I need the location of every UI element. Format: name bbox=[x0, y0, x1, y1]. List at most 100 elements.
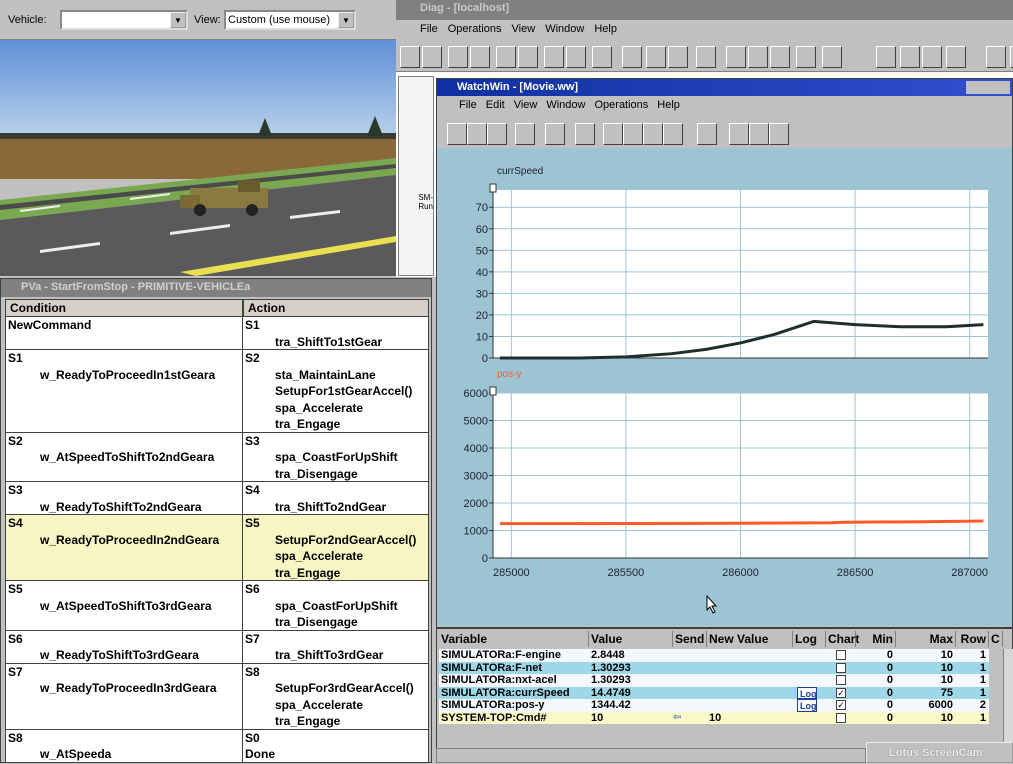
state-label: S1 bbox=[8, 351, 23, 365]
column-header: Action bbox=[243, 299, 429, 317]
tool-button[interactable] bbox=[603, 123, 623, 145]
action-line: sta_MaintainLane bbox=[275, 367, 376, 382]
variable-value: 2.8448 bbox=[591, 649, 625, 661]
tool-button[interactable] bbox=[922, 46, 942, 68]
cursor bbox=[706, 594, 718, 614]
chart-checkbox[interactable]: ​ bbox=[826, 674, 856, 687]
menu-item[interactable]: View bbox=[513, 99, 538, 111]
view-value: Custom (use mouse) bbox=[228, 14, 331, 26]
column-header: Chart bbox=[828, 631, 860, 647]
variable-log[interactable]: Log bbox=[797, 686, 817, 699]
view-select[interactable]: Custom (use mouse) ▼ bbox=[224, 10, 356, 30]
tool-button[interactable] bbox=[946, 46, 966, 68]
tool-button[interactable] bbox=[726, 46, 746, 68]
checkbox[interactable]: ✓ bbox=[836, 700, 846, 710]
taskbar-button[interactable]: Lotus ScreenCam bbox=[866, 742, 1013, 763]
tool-button[interactable] bbox=[422, 46, 442, 68]
side-text: SM- bbox=[418, 193, 433, 202]
chart-checkbox[interactable]: ​ bbox=[826, 662, 856, 675]
tool-button[interactable] bbox=[623, 123, 643, 145]
column-header: C bbox=[989, 631, 1003, 647]
menu-item[interactable]: Window bbox=[546, 99, 586, 111]
menu-item[interactable]: Help bbox=[594, 23, 617, 35]
y-tick-label: 50 bbox=[476, 245, 488, 257]
variable-name: SIMULATORa:F-engine bbox=[441, 649, 561, 661]
axis-handle bbox=[489, 183, 497, 193]
state-label: S3 bbox=[8, 483, 23, 497]
menu-item[interactable]: File bbox=[420, 23, 438, 35]
menu-item[interactable]: Operations bbox=[447, 23, 502, 35]
menu-item[interactable]: Window bbox=[545, 23, 585, 35]
tool-button[interactable] bbox=[643, 123, 663, 145]
chart-checkbox[interactable]: ​ bbox=[826, 649, 856, 662]
window-controls[interactable] bbox=[966, 81, 1010, 94]
chart-checkbox[interactable]: ✓ bbox=[826, 687, 856, 700]
checkbox[interactable]: ✓ bbox=[836, 687, 846, 698]
action-cell: S3 spa_CoastForUpShift tra_Disengage bbox=[243, 432, 429, 482]
chart-checkbox[interactable]: ✓ bbox=[826, 699, 856, 712]
tool-button[interactable] bbox=[487, 123, 507, 145]
action-line: spa_Accelerate bbox=[275, 400, 364, 415]
condition-cell: S4 w_ReadyToProceedIn2ndGeara bbox=[5, 515, 243, 581]
tool-button[interactable] bbox=[622, 46, 642, 68]
menu-item[interactable]: Edit bbox=[485, 99, 505, 111]
send-arrow[interactable]: ⇦ bbox=[673, 711, 682, 723]
row-background bbox=[439, 711, 989, 724]
tool-button[interactable] bbox=[822, 46, 842, 68]
action-line: tra_ShiftTo1stGear bbox=[275, 334, 383, 349]
y-tick-label: 0 bbox=[482, 553, 488, 565]
tool-button[interactable] bbox=[796, 46, 816, 68]
tool-button[interactable] bbox=[518, 46, 538, 68]
tool-button[interactable] bbox=[545, 123, 565, 145]
menu-item[interactable]: Help bbox=[657, 99, 680, 111]
checkbox[interactable]: ​ bbox=[836, 675, 846, 685]
tool-button[interactable] bbox=[447, 123, 467, 145]
tool-button[interactable] bbox=[729, 123, 749, 145]
h-scrollbar[interactable] bbox=[436, 748, 866, 763]
tool-button[interactable] bbox=[592, 46, 612, 68]
tool-button[interactable] bbox=[770, 46, 790, 68]
axis-handle bbox=[489, 386, 497, 396]
menu-item[interactable]: File bbox=[459, 99, 477, 111]
tool-button[interactable] bbox=[544, 46, 564, 68]
menu-item[interactable]: View bbox=[511, 23, 536, 35]
vehicle-select[interactable]: ▼ bbox=[60, 10, 188, 30]
tool-button[interactable] bbox=[668, 46, 688, 68]
tool-button[interactable] bbox=[575, 123, 595, 145]
tool-button[interactable] bbox=[448, 46, 468, 68]
tool-button[interactable] bbox=[400, 46, 420, 68]
tool-button[interactable] bbox=[467, 123, 487, 145]
tool-button[interactable] bbox=[748, 46, 768, 68]
condition-text: w_ReadyToProceedIn1stGeara bbox=[40, 367, 216, 382]
variable-max: 10 bbox=[940, 674, 953, 686]
variable-row: 1 bbox=[979, 711, 986, 724]
tool-button[interactable] bbox=[876, 46, 896, 68]
tool-button[interactable] bbox=[515, 123, 535, 145]
x-tick-label: 287000 bbox=[951, 567, 988, 579]
tool-button[interactable] bbox=[749, 123, 769, 145]
tool-button[interactable] bbox=[696, 46, 716, 68]
checkbox[interactable]: ​ bbox=[836, 650, 846, 660]
tool-button[interactable] bbox=[496, 46, 516, 68]
tool-button[interactable] bbox=[566, 46, 586, 68]
tool-button[interactable] bbox=[470, 46, 490, 68]
tool-button[interactable] bbox=[697, 123, 717, 145]
checkbox[interactable]: ​ bbox=[836, 712, 846, 723]
tool-button[interactable] bbox=[1010, 46, 1013, 68]
tool-button[interactable] bbox=[986, 46, 1006, 68]
tool-button[interactable] bbox=[646, 46, 666, 68]
variable-value: 10 bbox=[591, 711, 604, 724]
variable-max: 10 bbox=[940, 649, 953, 661]
vehicle-view bbox=[0, 40, 396, 276]
column-header: Max bbox=[896, 631, 956, 647]
column-header: Min bbox=[856, 631, 896, 647]
variable-log[interactable]: Log bbox=[797, 699, 817, 712]
chart-checkbox[interactable]: ​ bbox=[826, 712, 856, 725]
v-scrollbar[interactable] bbox=[1003, 649, 1013, 749]
tool-button[interactable] bbox=[663, 123, 683, 145]
checkbox[interactable]: ​ bbox=[836, 662, 846, 673]
state-label: S6 bbox=[245, 582, 260, 596]
menu-item[interactable]: Operations bbox=[594, 99, 649, 111]
tool-button[interactable] bbox=[769, 123, 789, 145]
tool-button[interactable] bbox=[900, 46, 920, 68]
